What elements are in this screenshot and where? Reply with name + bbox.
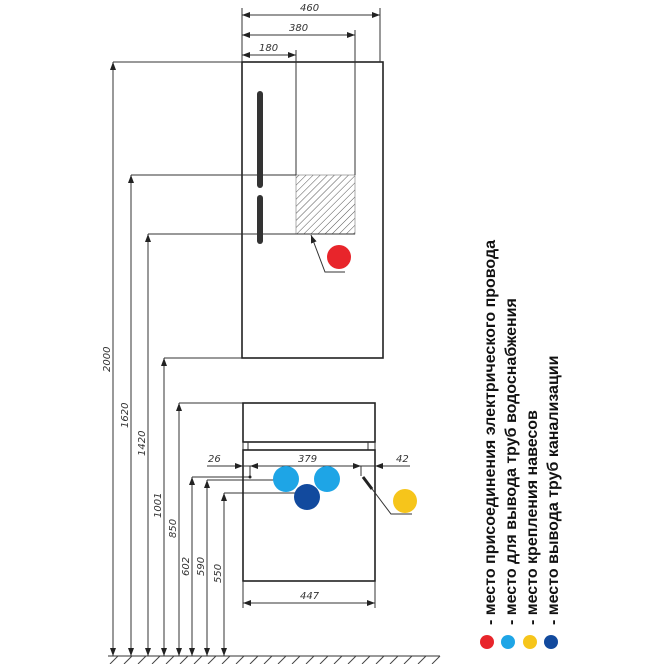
electric-point (327, 245, 351, 269)
floor-hatch (207, 655, 217, 664)
wall-cabinet (241, 61, 384, 359)
floor-hatch (109, 655, 119, 664)
floor-hatch (389, 655, 399, 664)
floor-hatch (305, 655, 315, 664)
floor-hatch (263, 655, 273, 664)
dim-602: 602 (181, 557, 192, 576)
floor-hatch (137, 655, 147, 664)
dim-447: 447 (300, 591, 320, 602)
floor-hatch (193, 655, 203, 664)
floor-hatch (361, 655, 371, 664)
dim-590: 590 (196, 557, 207, 576)
legend: - место присоединения электрического про… (480, 240, 562, 649)
vanity-cabinet (242, 402, 376, 582)
legend-swatch-drain (544, 635, 558, 649)
water-supply-point (273, 466, 299, 492)
legend-swatch-mount (523, 635, 537, 649)
dim-850: 850 (168, 519, 179, 538)
floor-hatch (291, 655, 301, 664)
legend-swatch-water (501, 635, 515, 649)
floor-hatch (319, 655, 329, 664)
floor-hatch (151, 655, 161, 664)
legend-label-electric: - место присоединения электрического про… (482, 240, 499, 625)
floor-hatch (123, 655, 133, 664)
water-supply-point (314, 466, 340, 492)
floor (108, 655, 441, 664)
dim-380: 380 (289, 23, 308, 34)
electric-zone (295, 174, 356, 235)
dim-460: 460 (300, 3, 319, 14)
mount-point (248, 475, 252, 479)
floor-hatch (431, 655, 441, 664)
floor-hatch (165, 655, 175, 664)
dim-379: 379 (298, 454, 317, 465)
floor-hatch (277, 655, 287, 664)
legend-label-drain: - место вывода труб канализации (545, 356, 562, 625)
floor-hatch (333, 655, 343, 664)
dim-180: 180 (259, 43, 278, 54)
floor-hatch (375, 655, 385, 664)
dim-1620: 1620 (120, 403, 131, 428)
floor-hatch (249, 655, 259, 664)
hanging-mount-point (393, 489, 417, 513)
legend-swatch-electric (480, 635, 494, 649)
floor-hatch (235, 655, 245, 664)
dim-42: 42 (396, 454, 409, 465)
floor-hatch (403, 655, 413, 664)
drain-point (294, 484, 320, 510)
dim-26: 26 (208, 454, 221, 465)
floor-hatch (221, 655, 231, 664)
floor-hatch (347, 655, 357, 664)
dim-550: 550 (213, 564, 224, 583)
legend-label-mount: - место крепления навесов (524, 410, 541, 625)
legend-label-water: - место для вывода труб водоснабжения (503, 298, 520, 625)
dim-1420: 1420 (137, 431, 148, 456)
dim-2000: 2000 (102, 347, 113, 372)
dim-1001: 1001 (153, 493, 164, 518)
floor-hatch (179, 655, 189, 664)
floor-hatch (417, 655, 427, 664)
